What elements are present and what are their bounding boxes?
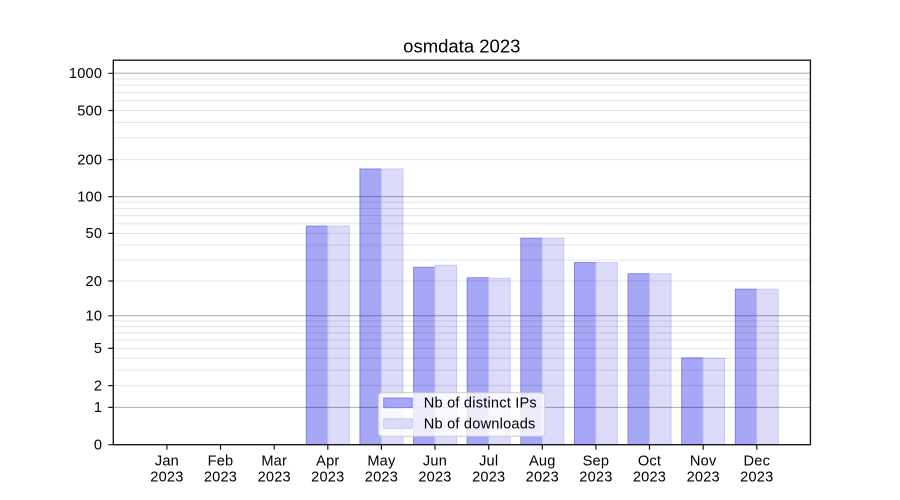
- svg-text:5: 5: [94, 341, 102, 357]
- svg-text:Sep: Sep: [583, 454, 610, 470]
- svg-text:50: 50: [86, 226, 103, 242]
- svg-text:2023: 2023: [633, 470, 666, 486]
- svg-text:Dec: Dec: [744, 454, 771, 470]
- svg-text:2023: 2023: [258, 470, 291, 486]
- svg-text:Oct: Oct: [638, 454, 661, 470]
- svg-text:2023: 2023: [687, 470, 720, 486]
- svg-text:2023: 2023: [365, 470, 398, 486]
- svg-text:2: 2: [94, 378, 102, 394]
- svg-text:Aug: Aug: [529, 454, 556, 470]
- svg-text:2023: 2023: [579, 470, 612, 486]
- svg-text:Feb: Feb: [208, 454, 234, 470]
- svg-text:2023: 2023: [311, 470, 344, 486]
- svg-text:Nb of distinct IPs: Nb of distinct IPs: [424, 396, 537, 412]
- svg-text:Mar: Mar: [261, 454, 287, 470]
- svg-text:1: 1: [94, 400, 102, 416]
- svg-text:osmdata 2023: osmdata 2023: [403, 36, 520, 57]
- svg-text:2023: 2023: [740, 470, 773, 486]
- svg-text:2023: 2023: [150, 470, 183, 486]
- svg-text:May: May: [367, 454, 396, 470]
- svg-text:200: 200: [77, 152, 102, 168]
- svg-text:Apr: Apr: [316, 454, 339, 470]
- svg-text:0: 0: [94, 438, 102, 454]
- svg-text:Nov: Nov: [690, 454, 717, 470]
- svg-text:500: 500: [77, 103, 102, 119]
- svg-text:2023: 2023: [472, 470, 505, 486]
- svg-text:2023: 2023: [526, 470, 559, 486]
- svg-text:1000: 1000: [69, 66, 102, 82]
- svg-text:10: 10: [86, 309, 103, 325]
- svg-text:20: 20: [86, 274, 103, 290]
- svg-text:Jul: Jul: [479, 454, 498, 470]
- svg-text:100: 100: [77, 189, 102, 205]
- svg-text:2023: 2023: [204, 470, 237, 486]
- svg-text:Nb of downloads: Nb of downloads: [424, 416, 536, 432]
- svg-text:2023: 2023: [418, 470, 451, 486]
- svg-text:Jan: Jan: [155, 454, 179, 470]
- svg-text:Jun: Jun: [423, 454, 447, 470]
